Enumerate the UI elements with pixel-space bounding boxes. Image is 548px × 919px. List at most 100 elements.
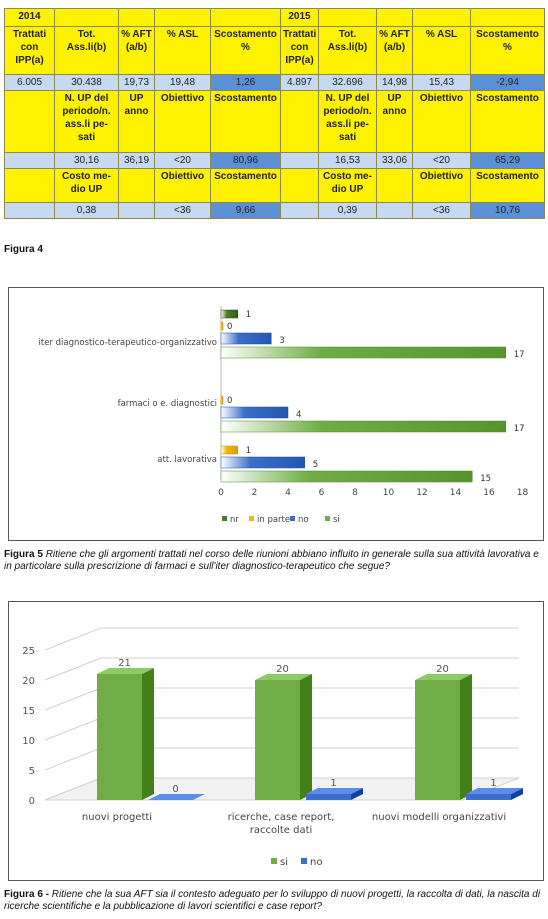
figure-5-label: Figura 5 bbox=[4, 549, 43, 560]
table-cell: 0,38 bbox=[54, 202, 119, 219]
bar-si bbox=[220, 470, 473, 483]
table-cell: % AFT (a/b) bbox=[118, 26, 155, 75]
x-tick-label: 2 bbox=[252, 488, 258, 498]
bar-si-top bbox=[415, 674, 472, 680]
bar-no bbox=[220, 332, 272, 345]
category-label: att. lavorativa bbox=[157, 455, 217, 465]
bar-no bbox=[220, 456, 305, 469]
table-row: 30,16 36,19 <20 80,96 16,53 33,06 <20 65,29 bbox=[4, 152, 545, 169]
legend-swatch bbox=[271, 858, 277, 864]
x-tick-label: 6 bbox=[319, 488, 325, 498]
y-tick-label: 10 bbox=[22, 736, 35, 747]
table-cell bbox=[54, 8, 119, 27]
table-cell: 19,48 bbox=[154, 74, 211, 91]
data-label: 0 bbox=[172, 784, 178, 795]
gridline-side bbox=[44, 747, 102, 771]
bar-no-side bbox=[511, 788, 523, 800]
data-label: 1 bbox=[330, 778, 336, 789]
bar-no-top bbox=[148, 794, 205, 800]
table-cell: % ASL bbox=[154, 26, 211, 75]
table-cell: Tot. Ass.li(b) bbox=[54, 26, 119, 75]
table-cell bbox=[280, 168, 319, 203]
bar-si-side bbox=[460, 674, 472, 800]
bar-in-parte bbox=[220, 321, 224, 331]
y-tick-label: 5 bbox=[29, 766, 35, 777]
table-cell: N. UP del periodo/n. ass.li pe-sati bbox=[54, 90, 119, 153]
legend-swatch bbox=[290, 516, 295, 521]
bar-si bbox=[220, 420, 506, 433]
table-cell: Scostamento bbox=[210, 90, 281, 153]
x-tick-label: 8 bbox=[352, 488, 358, 498]
table-cell: Tot. Ass.li(b) bbox=[318, 26, 377, 75]
bar-no bbox=[466, 794, 511, 800]
table-cell bbox=[376, 202, 413, 219]
table-cell: 2015 bbox=[280, 8, 319, 27]
table-cell: 15,43 bbox=[412, 74, 471, 91]
table-cell bbox=[318, 8, 377, 27]
bar-si-side bbox=[142, 668, 154, 800]
table-cell bbox=[280, 90, 319, 153]
bar-no-top bbox=[306, 788, 363, 794]
data-label: 3 bbox=[279, 336, 284, 346]
data-label: 1 bbox=[246, 446, 251, 456]
data-label: 0 bbox=[227, 396, 232, 406]
bar-no-top bbox=[466, 788, 523, 794]
table-cell: 9,66 bbox=[210, 202, 281, 219]
indicator-table: 2014 2015 Trattati con IPP(a) Tot. Ass.li(b… bbox=[4, 8, 545, 219]
table-cell: 32.696 bbox=[318, 74, 377, 91]
figure-5-caption: Figura 5 Ritiene che gli argomenti tratt… bbox=[4, 549, 546, 573]
table-cell: 65,29 bbox=[470, 152, 545, 169]
bar-in-parte bbox=[220, 395, 224, 405]
gridline-side bbox=[44, 627, 102, 651]
x-tick-label: 16 bbox=[483, 488, 495, 498]
table-cell bbox=[210, 8, 281, 27]
category-label: iter diagnostico-terapeutico-organizzati… bbox=[39, 338, 217, 348]
x-tick-label: 10 bbox=[383, 488, 395, 498]
table-cell bbox=[280, 152, 319, 169]
y-tick-label: 0 bbox=[29, 796, 35, 807]
data-label: 4 bbox=[296, 410, 301, 420]
figure-5-text: Ritiene che gli argomenti trattati nel c… bbox=[4, 549, 539, 572]
table-row: Trattati con IPP(a) Tot. Ass.li(b)% AFT (… bbox=[4, 26, 545, 75]
gridline-side bbox=[44, 687, 102, 711]
bar-si bbox=[97, 674, 142, 800]
table-cell bbox=[412, 8, 471, 27]
table-cell: % AFT (a/b) bbox=[376, 26, 413, 75]
table-cell: Scostamento % bbox=[470, 26, 545, 75]
legend-swatch bbox=[301, 858, 307, 864]
bar-si-side bbox=[300, 674, 312, 800]
x-tick-label: 4 bbox=[285, 488, 291, 498]
legend-label: si bbox=[333, 515, 340, 525]
table-cell bbox=[280, 202, 319, 219]
table-cell: 14,98 bbox=[376, 74, 413, 91]
data-label: 5 bbox=[313, 460, 318, 470]
table-cell: 4.897 bbox=[280, 74, 319, 91]
data-label: 17 bbox=[514, 350, 525, 360]
table-row: 2014 2015 bbox=[4, 8, 545, 27]
table-cell: UP anno bbox=[376, 90, 413, 153]
table-cell: 33,06 bbox=[376, 152, 413, 169]
table-cell bbox=[376, 168, 413, 203]
table-cell: <36 bbox=[154, 202, 211, 219]
table-cell: Obiettivo bbox=[154, 168, 211, 203]
gridline-side bbox=[44, 717, 102, 741]
x-tick-label: 18 bbox=[517, 488, 529, 498]
table-cell bbox=[4, 90, 55, 153]
table-cell bbox=[4, 202, 55, 219]
table-cell: -2,94 bbox=[470, 74, 545, 91]
figure-6-label: Figura 6 - bbox=[4, 889, 50, 900]
bar-si-top bbox=[97, 668, 154, 674]
table-cell bbox=[470, 8, 545, 27]
data-label: 1 bbox=[490, 778, 496, 789]
bar-nr bbox=[220, 309, 238, 319]
table-cell: 10,76 bbox=[470, 202, 545, 219]
table-cell: Scostamento bbox=[470, 168, 545, 203]
table-cell: Trattati con IPP(a) bbox=[4, 26, 55, 75]
figure-4-label: Figura 4 bbox=[4, 244, 43, 255]
table-cell bbox=[118, 202, 155, 219]
data-label: 21 bbox=[118, 658, 131, 669]
table-cell: Scostamento bbox=[470, 90, 545, 153]
data-label: 1 bbox=[246, 310, 251, 320]
data-label: 20 bbox=[436, 664, 449, 675]
data-label: 20 bbox=[276, 664, 289, 675]
